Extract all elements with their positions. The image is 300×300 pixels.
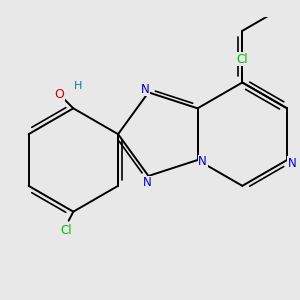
Text: H: H bbox=[74, 81, 82, 91]
Text: O: O bbox=[54, 88, 64, 101]
Text: Cl: Cl bbox=[236, 53, 248, 66]
Text: N: N bbox=[141, 82, 149, 95]
Text: N: N bbox=[288, 157, 296, 170]
Text: N: N bbox=[142, 176, 151, 189]
Text: N: N bbox=[198, 155, 207, 168]
Text: Cl: Cl bbox=[60, 224, 72, 236]
